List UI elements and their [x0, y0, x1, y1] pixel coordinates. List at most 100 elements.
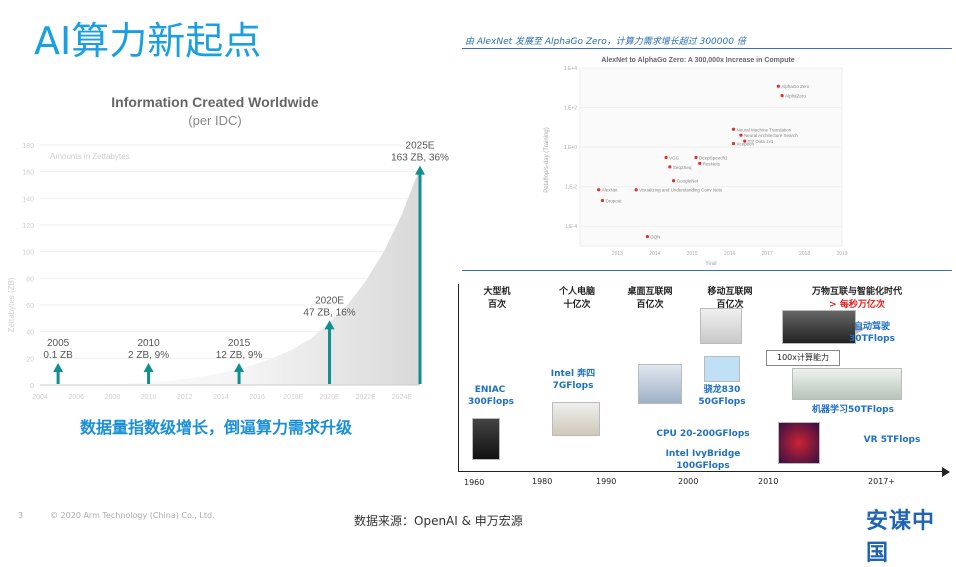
- annotation-value: 163 ZB, 36%: [391, 153, 449, 164]
- year-1960: 1960: [464, 478, 485, 487]
- era-iot-ai: 万物互联与智能化时代 > 每秒万亿次: [811, 287, 902, 310]
- data-point-label: Neural Architecture Search: [744, 133, 798, 138]
- data-point: [634, 188, 638, 192]
- timeline-item-line: 7GFlops: [552, 381, 594, 391]
- timeline-y-axis: [458, 284, 459, 472]
- x-tick-label: 2008: [105, 394, 121, 401]
- data-point-label: TI7 Dota 1v1: [748, 139, 774, 144]
- timeline-item-line: 300Flops: [468, 397, 515, 407]
- snapdragon-label: 骁龙830 50GFlops: [698, 384, 746, 408]
- annotation-year: 2005: [47, 338, 70, 349]
- eniac-image: [472, 418, 500, 460]
- cloud-image: [704, 356, 740, 382]
- y-axis-label: Zettabytes (ZB): [7, 277, 16, 332]
- data-point-label: Seq2Seq: [673, 165, 692, 170]
- x-tick-label: 2004: [32, 394, 48, 401]
- y-tick-label: 100: [22, 250, 34, 257]
- data-point-label: DeepSpeech2: [699, 155, 728, 160]
- y-tick-label: 1.E+2: [564, 106, 577, 112]
- data-point-label: DQN: [650, 235, 660, 240]
- timeline-item-line: Intel IvyBridge 100GFlops: [665, 449, 741, 471]
- y-tick-label: 60: [26, 303, 34, 310]
- timeline-item-line: 骁龙830: [703, 385, 741, 395]
- intel-p4-label: Intel 奔四 7GFlops: [548, 368, 598, 392]
- x-tick-label: 2018E: [283, 394, 304, 401]
- annotation-year: 2025E: [406, 141, 435, 152]
- x-tick-label: 2014: [213, 394, 229, 401]
- x-tick-label: 2020E: [319, 394, 340, 401]
- page-number: 3: [18, 511, 24, 520]
- arrow-up-icon: [415, 165, 425, 175]
- chart-watermark: Amounts in Zettabytes: [50, 152, 130, 161]
- data-point: [780, 94, 784, 98]
- arrow-up-icon: [234, 363, 245, 372]
- era-pc: 个人电脑 十亿次: [558, 287, 595, 310]
- ivybridge-label: Intel IvyBridge 100GFlops: [638, 448, 768, 472]
- x-tick-label: 2016: [724, 251, 735, 257]
- era-mainframe: 大型机 百次: [483, 287, 511, 310]
- data-point-label: Visualizing and Understanding Conv Nets: [639, 188, 723, 193]
- timeline-item-line: VR 5TFlops: [863, 435, 921, 445]
- machine-learning-label: 机器学习50TFlops: [808, 404, 898, 416]
- era-mobile-internet: 移动互联网 百亿次: [707, 287, 753, 310]
- y-tick-label: 20: [26, 356, 34, 363]
- y-tick-label: 180: [22, 143, 34, 150]
- x-tick-label: 2019: [836, 251, 847, 257]
- y-tick-label: 160: [22, 170, 34, 177]
- data-point: [731, 127, 736, 131]
- y-tick-label: 80: [26, 276, 34, 283]
- year-2000: 2000: [678, 477, 699, 486]
- data-point: [694, 155, 698, 160]
- y-tick-label: 0: [30, 383, 34, 390]
- timeline-x-axis: [458, 471, 948, 472]
- x-tick-label: 2006: [68, 394, 84, 401]
- y-tick-label: 1.E+4: [564, 66, 577, 72]
- annotation-value: 47 ZB, 16%: [303, 307, 355, 318]
- timeline-item-line: 自动驾驶: [853, 322, 890, 332]
- compute-scatter-chart: AlexNet to AlphaGo Zero: A 300,000x Incr…: [544, 57, 848, 267]
- data-point-label: ResNets: [703, 161, 721, 166]
- annotation-year: 2015: [228, 338, 251, 349]
- x-tick-label: 2015: [687, 251, 698, 257]
- data-point: [739, 133, 743, 137]
- timeline-item-line: 50GFlops: [698, 397, 746, 407]
- timeline-item-line: 机器学习50TFlops: [812, 405, 894, 415]
- arrow-up-icon: [324, 320, 335, 330]
- data-point: [698, 161, 702, 166]
- compute-timeline: 大型机 百次 个人电脑 十亿次 桌面互联网 百亿次 移动互联网 百亿次 万物互联与智能化…: [452, 272, 956, 497]
- smartphone-image: [700, 308, 742, 344]
- data-point: [600, 198, 605, 203]
- slide-title: AI算力新起点: [34, 19, 262, 63]
- y-tick-label: 140: [22, 196, 34, 203]
- timeline-item-line: ENIAC: [474, 385, 506, 395]
- compute-growth-heading: 由 AlexNet 发展至 AlphaGo Zero，计算力需求增长超过 300…: [465, 37, 746, 47]
- vr-label: VR 5TFlops: [862, 434, 922, 446]
- y-tick-label: 1.E+0: [564, 145, 577, 151]
- x-tick-label: 2014: [649, 251, 660, 257]
- annotation-value: 2 ZB, 9%: [128, 350, 169, 361]
- timeline-item-line: 100x计算能力: [776, 353, 829, 362]
- autonomous-driving-image: [782, 310, 856, 344]
- year-2017-plus: 2017+: [868, 477, 896, 486]
- y-tick-label: 1.E-4: [565, 224, 577, 230]
- data-point: [743, 139, 747, 143]
- arrow-right-icon: [942, 467, 950, 477]
- data-point-label: AlphaZero: [785, 94, 806, 99]
- data-point: [731, 142, 736, 146]
- annotation-value: 0.1 ZB: [43, 350, 73, 361]
- timeline-item-line: CPU 20-200GFlops: [656, 429, 750, 439]
- data-point: [664, 155, 668, 160]
- arm-china-logo: 安谋中国: [866, 509, 936, 566]
- data-area: [40, 167, 420, 385]
- year-1980: 1980: [532, 477, 553, 486]
- x-tick-label: 2024E: [392, 394, 413, 401]
- y-axis-label: Petaflop/s-day (Training): [544, 127, 550, 192]
- year-1990: 1990: [596, 477, 617, 486]
- data-point: [668, 165, 672, 169]
- desktop-internet-image: [638, 364, 682, 404]
- chart-title: Information Created Worldwide: [111, 94, 319, 110]
- heading-rule: [462, 48, 952, 49]
- arrow-up-icon: [143, 363, 154, 372]
- x-tick-label: 2010: [141, 394, 157, 401]
- eniac-label: ENIAC 300Flops: [468, 384, 515, 408]
